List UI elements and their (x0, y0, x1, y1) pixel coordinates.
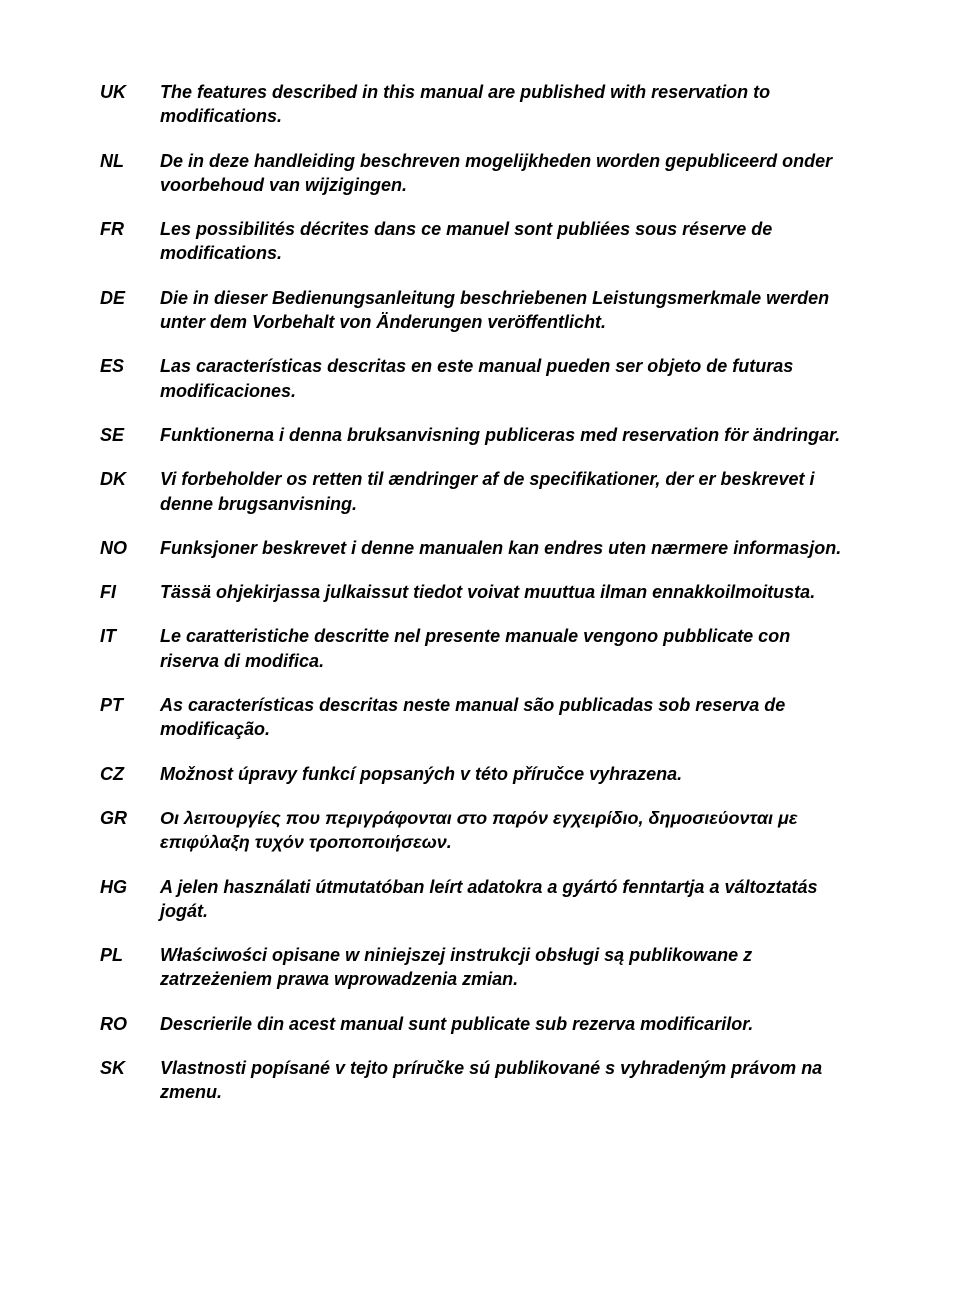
list-item: CZ Možnost úpravy funkcí popsaných v tét… (100, 762, 854, 786)
disclaimer-text: Οι λειτουργίες που περιγράφονται στο παρ… (160, 806, 854, 855)
list-item: DE Die in dieser Bedienungsanleitung bes… (100, 286, 854, 335)
list-item: SK Vlastnosti popísané v tejto príručke … (100, 1056, 854, 1105)
language-code: GR (100, 806, 160, 855)
disclaimer-text: A jelen használati útmutatóban leírt ada… (160, 875, 854, 924)
list-item: NL De in deze handleiding beschreven mog… (100, 149, 854, 198)
list-item: IT Le caratteristiche descritte nel pres… (100, 624, 854, 673)
disclaimer-text: The features described in this manual ar… (160, 80, 854, 129)
language-code: NL (100, 149, 160, 198)
disclaimer-text: Las características descritas en este ma… (160, 354, 854, 403)
disclaimer-text: As características descritas neste manua… (160, 693, 854, 742)
list-item: UK The features described in this manual… (100, 80, 854, 129)
list-item: GR Οι λειτουργίες που περιγράφονται στο … (100, 806, 854, 855)
list-item: RO Descrierile din acest manual sunt pub… (100, 1012, 854, 1036)
disclaimer-text: Vlastnosti popísané v tejto príručke sú … (160, 1056, 854, 1105)
language-code: PL (100, 943, 160, 992)
language-code: HG (100, 875, 160, 924)
disclaimer-text: Descrierile din acest manual sunt public… (160, 1012, 854, 1036)
language-code: ES (100, 354, 160, 403)
disclaimer-text: Možnost úpravy funkcí popsaných v této p… (160, 762, 854, 786)
language-code: NO (100, 536, 160, 560)
language-code: CZ (100, 762, 160, 786)
language-code: SE (100, 423, 160, 447)
list-item: NO Funksjoner beskrevet i denne manualen… (100, 536, 854, 560)
list-item: DK Vi forbeholder os retten til ændringe… (100, 467, 854, 516)
disclaimer-text: Les possibilités décrites dans ce manuel… (160, 217, 854, 266)
disclaimer-text: Funksjoner beskrevet i denne manualen ka… (160, 536, 854, 560)
list-item: ES Las características descritas en este… (100, 354, 854, 403)
disclaimer-text: Die in dieser Bedienungsanleitung beschr… (160, 286, 854, 335)
language-code: PT (100, 693, 160, 742)
language-code: IT (100, 624, 160, 673)
language-code: FR (100, 217, 160, 266)
disclaimer-text: Właściwości opisane w niniejszej instruk… (160, 943, 854, 992)
disclaimer-text: Tässä ohjekirjassa julkaissut tiedot voi… (160, 580, 854, 604)
language-code: SK (100, 1056, 160, 1105)
language-code: UK (100, 80, 160, 129)
list-item: PT As características descritas neste ma… (100, 693, 854, 742)
list-item: PL Właściwości opisane w niniejszej inst… (100, 943, 854, 992)
language-code: DK (100, 467, 160, 516)
list-item: HG A jelen használati útmutatóban leírt … (100, 875, 854, 924)
language-code: RO (100, 1012, 160, 1036)
language-code: FI (100, 580, 160, 604)
disclaimer-text: De in deze handleiding beschreven mogeli… (160, 149, 854, 198)
disclaimer-text: Funktionerna i denna bruksanvisning publ… (160, 423, 854, 447)
list-item: FR Les possibilités décrites dans ce man… (100, 217, 854, 266)
disclaimer-list: UK The features described in this manual… (100, 80, 854, 1105)
language-code: DE (100, 286, 160, 335)
list-item: FI Tässä ohjekirjassa julkaissut tiedot … (100, 580, 854, 604)
disclaimer-text: Le caratteristiche descritte nel present… (160, 624, 854, 673)
disclaimer-text: Vi forbeholder os retten til ændringer a… (160, 467, 854, 516)
list-item: SE Funktionerna i denna bruksanvisning p… (100, 423, 854, 447)
